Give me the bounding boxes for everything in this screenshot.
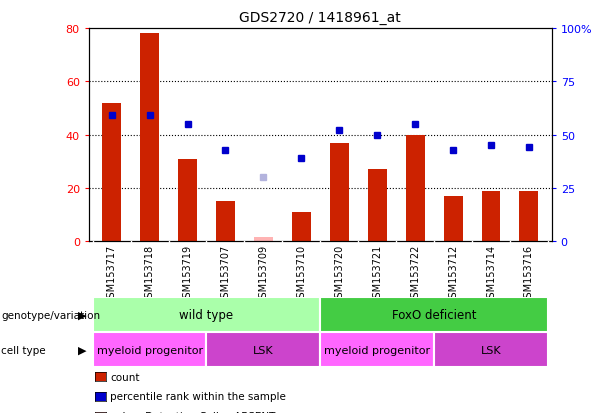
Bar: [482, 191, 500, 242]
Text: genotype/variation: genotype/variation: [1, 310, 101, 320]
Title: GDS2720 / 1418961_at: GDS2720 / 1418961_at: [240, 11, 401, 25]
Text: GSM153712: GSM153712: [448, 244, 458, 304]
Bar: [406, 135, 425, 242]
Bar: [330, 143, 349, 242]
Bar: [216, 202, 235, 242]
Text: LSK: LSK: [253, 345, 273, 355]
Bar: [368, 170, 387, 242]
Text: FoxO deficient: FoxO deficient: [392, 309, 476, 321]
Text: GSM153722: GSM153722: [410, 244, 420, 304]
Text: GSM153707: GSM153707: [221, 244, 230, 304]
Text: GSM153721: GSM153721: [372, 244, 382, 304]
Text: count: count: [110, 372, 140, 382]
Text: cell type: cell type: [1, 345, 46, 355]
Text: ▶: ▶: [78, 310, 87, 320]
Text: GSM153718: GSM153718: [145, 244, 154, 304]
Text: value, Detection Call = ABSENT: value, Detection Call = ABSENT: [110, 411, 276, 413]
Bar: [292, 212, 311, 242]
Bar: [178, 159, 197, 242]
Text: GSM153714: GSM153714: [486, 244, 496, 304]
Bar: [434, 332, 548, 368]
Text: percentile rank within the sample: percentile rank within the sample: [110, 392, 286, 401]
Text: LSK: LSK: [481, 345, 501, 355]
Bar: [207, 332, 321, 368]
Text: GSM153710: GSM153710: [296, 244, 306, 304]
Bar: [321, 332, 434, 368]
Text: ▶: ▶: [78, 345, 87, 355]
Text: GSM153709: GSM153709: [259, 244, 268, 304]
Bar: [254, 237, 273, 242]
Text: GSM153716: GSM153716: [524, 244, 534, 304]
Bar: [140, 34, 159, 242]
Bar: [102, 103, 121, 242]
Bar: [519, 191, 538, 242]
Text: GSM153719: GSM153719: [183, 244, 192, 304]
Bar: [93, 332, 207, 368]
Text: wild type: wild type: [180, 309, 234, 321]
Text: GSM153720: GSM153720: [334, 244, 345, 304]
Bar: [321, 297, 548, 332]
Bar: [444, 197, 463, 242]
Text: myeloid progenitor: myeloid progenitor: [96, 345, 203, 355]
Text: myeloid progenitor: myeloid progenitor: [324, 345, 430, 355]
Bar: [93, 297, 321, 332]
Text: GSM153717: GSM153717: [107, 244, 116, 304]
